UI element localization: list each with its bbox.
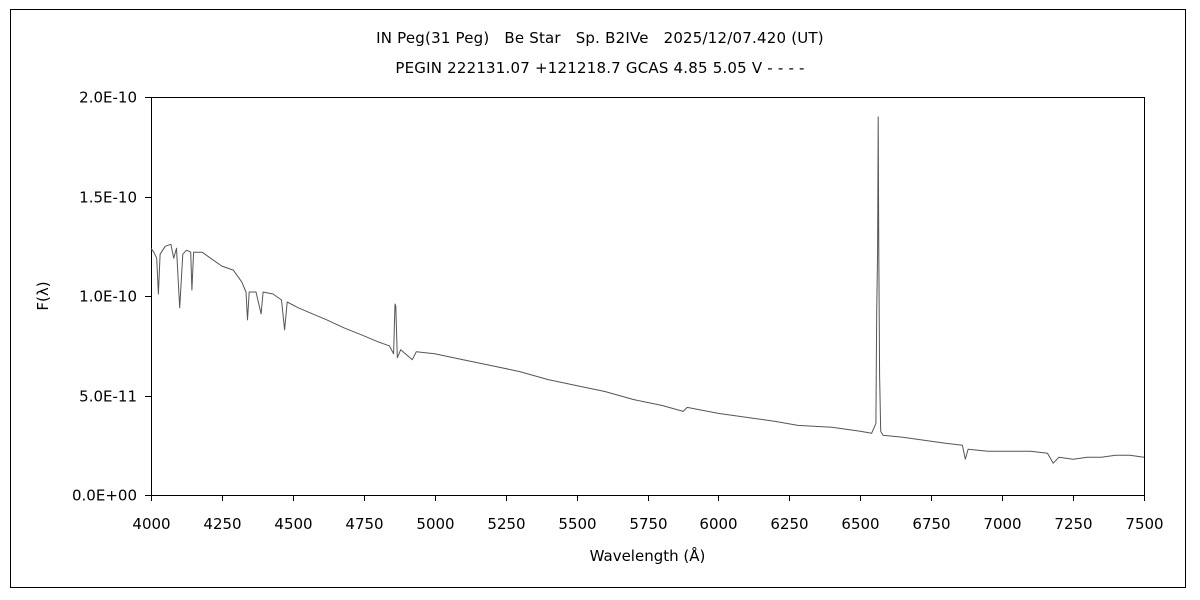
x-tick-label: 4000 <box>132 515 170 533</box>
x-tick-label: 6750 <box>912 515 950 533</box>
y-tick-label: 5.0E-11 <box>79 388 137 406</box>
x-tick-label: 6000 <box>699 515 737 533</box>
x-tick-label: 5000 <box>416 515 454 533</box>
x-tick-label: 6250 <box>770 515 808 533</box>
x-tick-label: 7000 <box>983 515 1021 533</box>
x-tick-label: 5750 <box>629 515 667 533</box>
y-tick-label: 1.5E-10 <box>79 189 137 207</box>
plot-area <box>151 97 1145 496</box>
x-tick-label: 4500 <box>274 515 312 533</box>
y-tick-label: 2.0E-10 <box>79 89 137 107</box>
x-tick-label: 5500 <box>558 515 596 533</box>
series-layer <box>150 116 1145 464</box>
x-tick-label: 6500 <box>841 515 879 533</box>
x-axis: 4000 4250 4500 4750 5000 5250 5500 5750 6000 6250… <box>132 495 1164 533</box>
y-tick-label: 0.0E+00 <box>72 487 137 505</box>
spectrum-line <box>150 116 1145 464</box>
chart-title: IN Peg(31 Peg) Be Star Sp. B2IVe 2025/12… <box>376 29 824 47</box>
x-tick-label: 5250 <box>487 515 525 533</box>
x-axis-label: Wavelength (Å) <box>590 546 706 565</box>
chart-subtitle: PEGIN 222131.07 +121218.7 GCAS 4.85 5.05… <box>395 59 805 77</box>
x-tick-label: 7500 <box>1125 515 1163 533</box>
y-tick-label: 1.0E-10 <box>79 288 137 306</box>
x-tick-label: 4250 <box>203 515 241 533</box>
y-axis-label: F(λ) <box>34 281 52 310</box>
chart-frame <box>10 9 1186 588</box>
x-tick-label: 7250 <box>1054 515 1092 533</box>
x-tick-label: 4750 <box>345 515 383 533</box>
y-axis: 0.0E+00 5.0E-11 1.0E-10 1.5E-10 2.0E-10 <box>72 89 151 505</box>
